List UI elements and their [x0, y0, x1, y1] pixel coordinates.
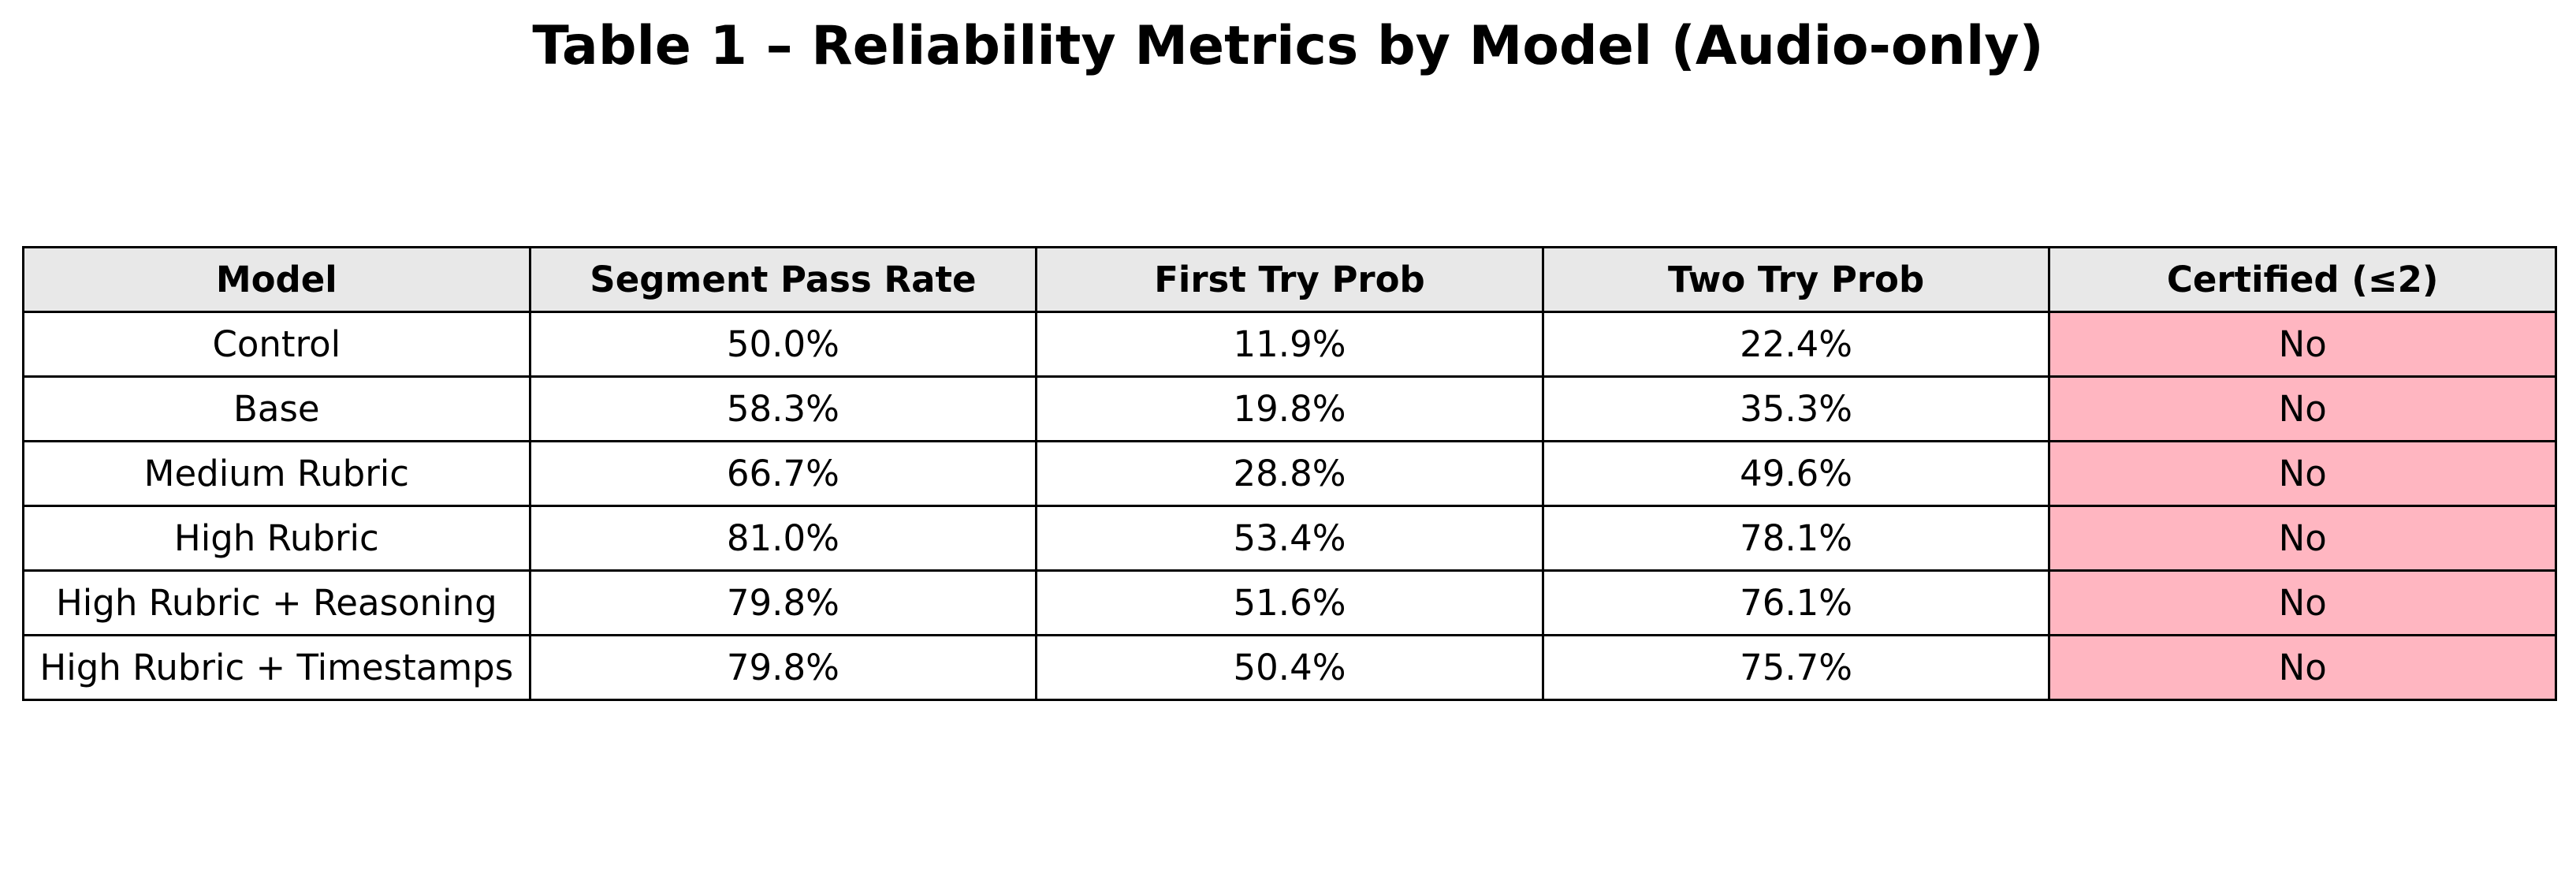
cell-two-try-prob: 78.1% [1541, 505, 2051, 572]
header-segment-pass-rate: Segment Pass Rate [528, 246, 1038, 313]
cell-certified: No [2048, 311, 2557, 378]
cell-first-try-prob: 11.9% [1035, 311, 1544, 378]
cell-two-try-prob: 35.3% [1541, 375, 2051, 442]
cell-segment-pass-rate: 66.7% [528, 440, 1038, 507]
table-header-row: Model Segment Pass Rate First Try Prob T… [22, 246, 2557, 313]
reliability-table-container: Model Segment Pass Rate First Try Prob T… [22, 246, 2557, 701]
cell-segment-pass-rate: 79.8% [528, 569, 1038, 636]
cell-first-try-prob: 28.8% [1035, 440, 1544, 507]
cell-segment-pass-rate: 81.0% [528, 505, 1038, 572]
table-row: High Rubric + Reasoning 79.8% 51.6% 76.1… [22, 569, 2557, 636]
cell-two-try-prob: 49.6% [1541, 440, 2051, 507]
cell-model: High Rubric + Reasoning [22, 569, 531, 636]
cell-segment-pass-rate: 50.0% [528, 311, 1038, 378]
table-title: Table 1 – Reliability Metrics by Model (… [532, 15, 2044, 77]
cell-certified: No [2048, 375, 2557, 442]
reliability-table: Model Segment Pass Rate First Try Prob T… [22, 246, 2557, 701]
cell-model: Base [22, 375, 531, 442]
table-row: High Rubric + Timestamps 79.8% 50.4% 75.… [22, 634, 2557, 701]
table-row: Medium Rubric 66.7% 28.8% 49.6% No [22, 440, 2557, 507]
cell-certified: No [2048, 505, 2557, 572]
cell-first-try-prob: 19.8% [1035, 375, 1544, 442]
cell-first-try-prob: 50.4% [1035, 634, 1544, 701]
cell-model: High Rubric + Timestamps [22, 634, 531, 701]
cell-model: High Rubric [22, 505, 531, 572]
header-model: Model [22, 246, 531, 313]
header-first-try-prob: First Try Prob [1035, 246, 1544, 313]
cell-model: Medium Rubric [22, 440, 531, 507]
table-row: Control 50.0% 11.9% 22.4% No [22, 311, 2557, 378]
cell-two-try-prob: 22.4% [1541, 311, 2051, 378]
cell-segment-pass-rate: 79.8% [528, 634, 1038, 701]
table-row: High Rubric 81.0% 53.4% 78.1% No [22, 505, 2557, 572]
cell-certified: No [2048, 440, 2557, 507]
cell-segment-pass-rate: 58.3% [528, 375, 1038, 442]
cell-first-try-prob: 53.4% [1035, 505, 1544, 572]
header-certified: Certified (≤2) [2048, 246, 2557, 313]
cell-certified: No [2048, 569, 2557, 636]
table-row: Base 58.3% 19.8% 35.3% No [22, 375, 2557, 442]
cell-model: Control [22, 311, 531, 378]
header-two-try-prob: Two Try Prob [1541, 246, 2051, 313]
cell-two-try-prob: 75.7% [1541, 634, 2051, 701]
cell-first-try-prob: 51.6% [1035, 569, 1544, 636]
cell-certified: No [2048, 634, 2557, 701]
cell-two-try-prob: 76.1% [1541, 569, 2051, 636]
